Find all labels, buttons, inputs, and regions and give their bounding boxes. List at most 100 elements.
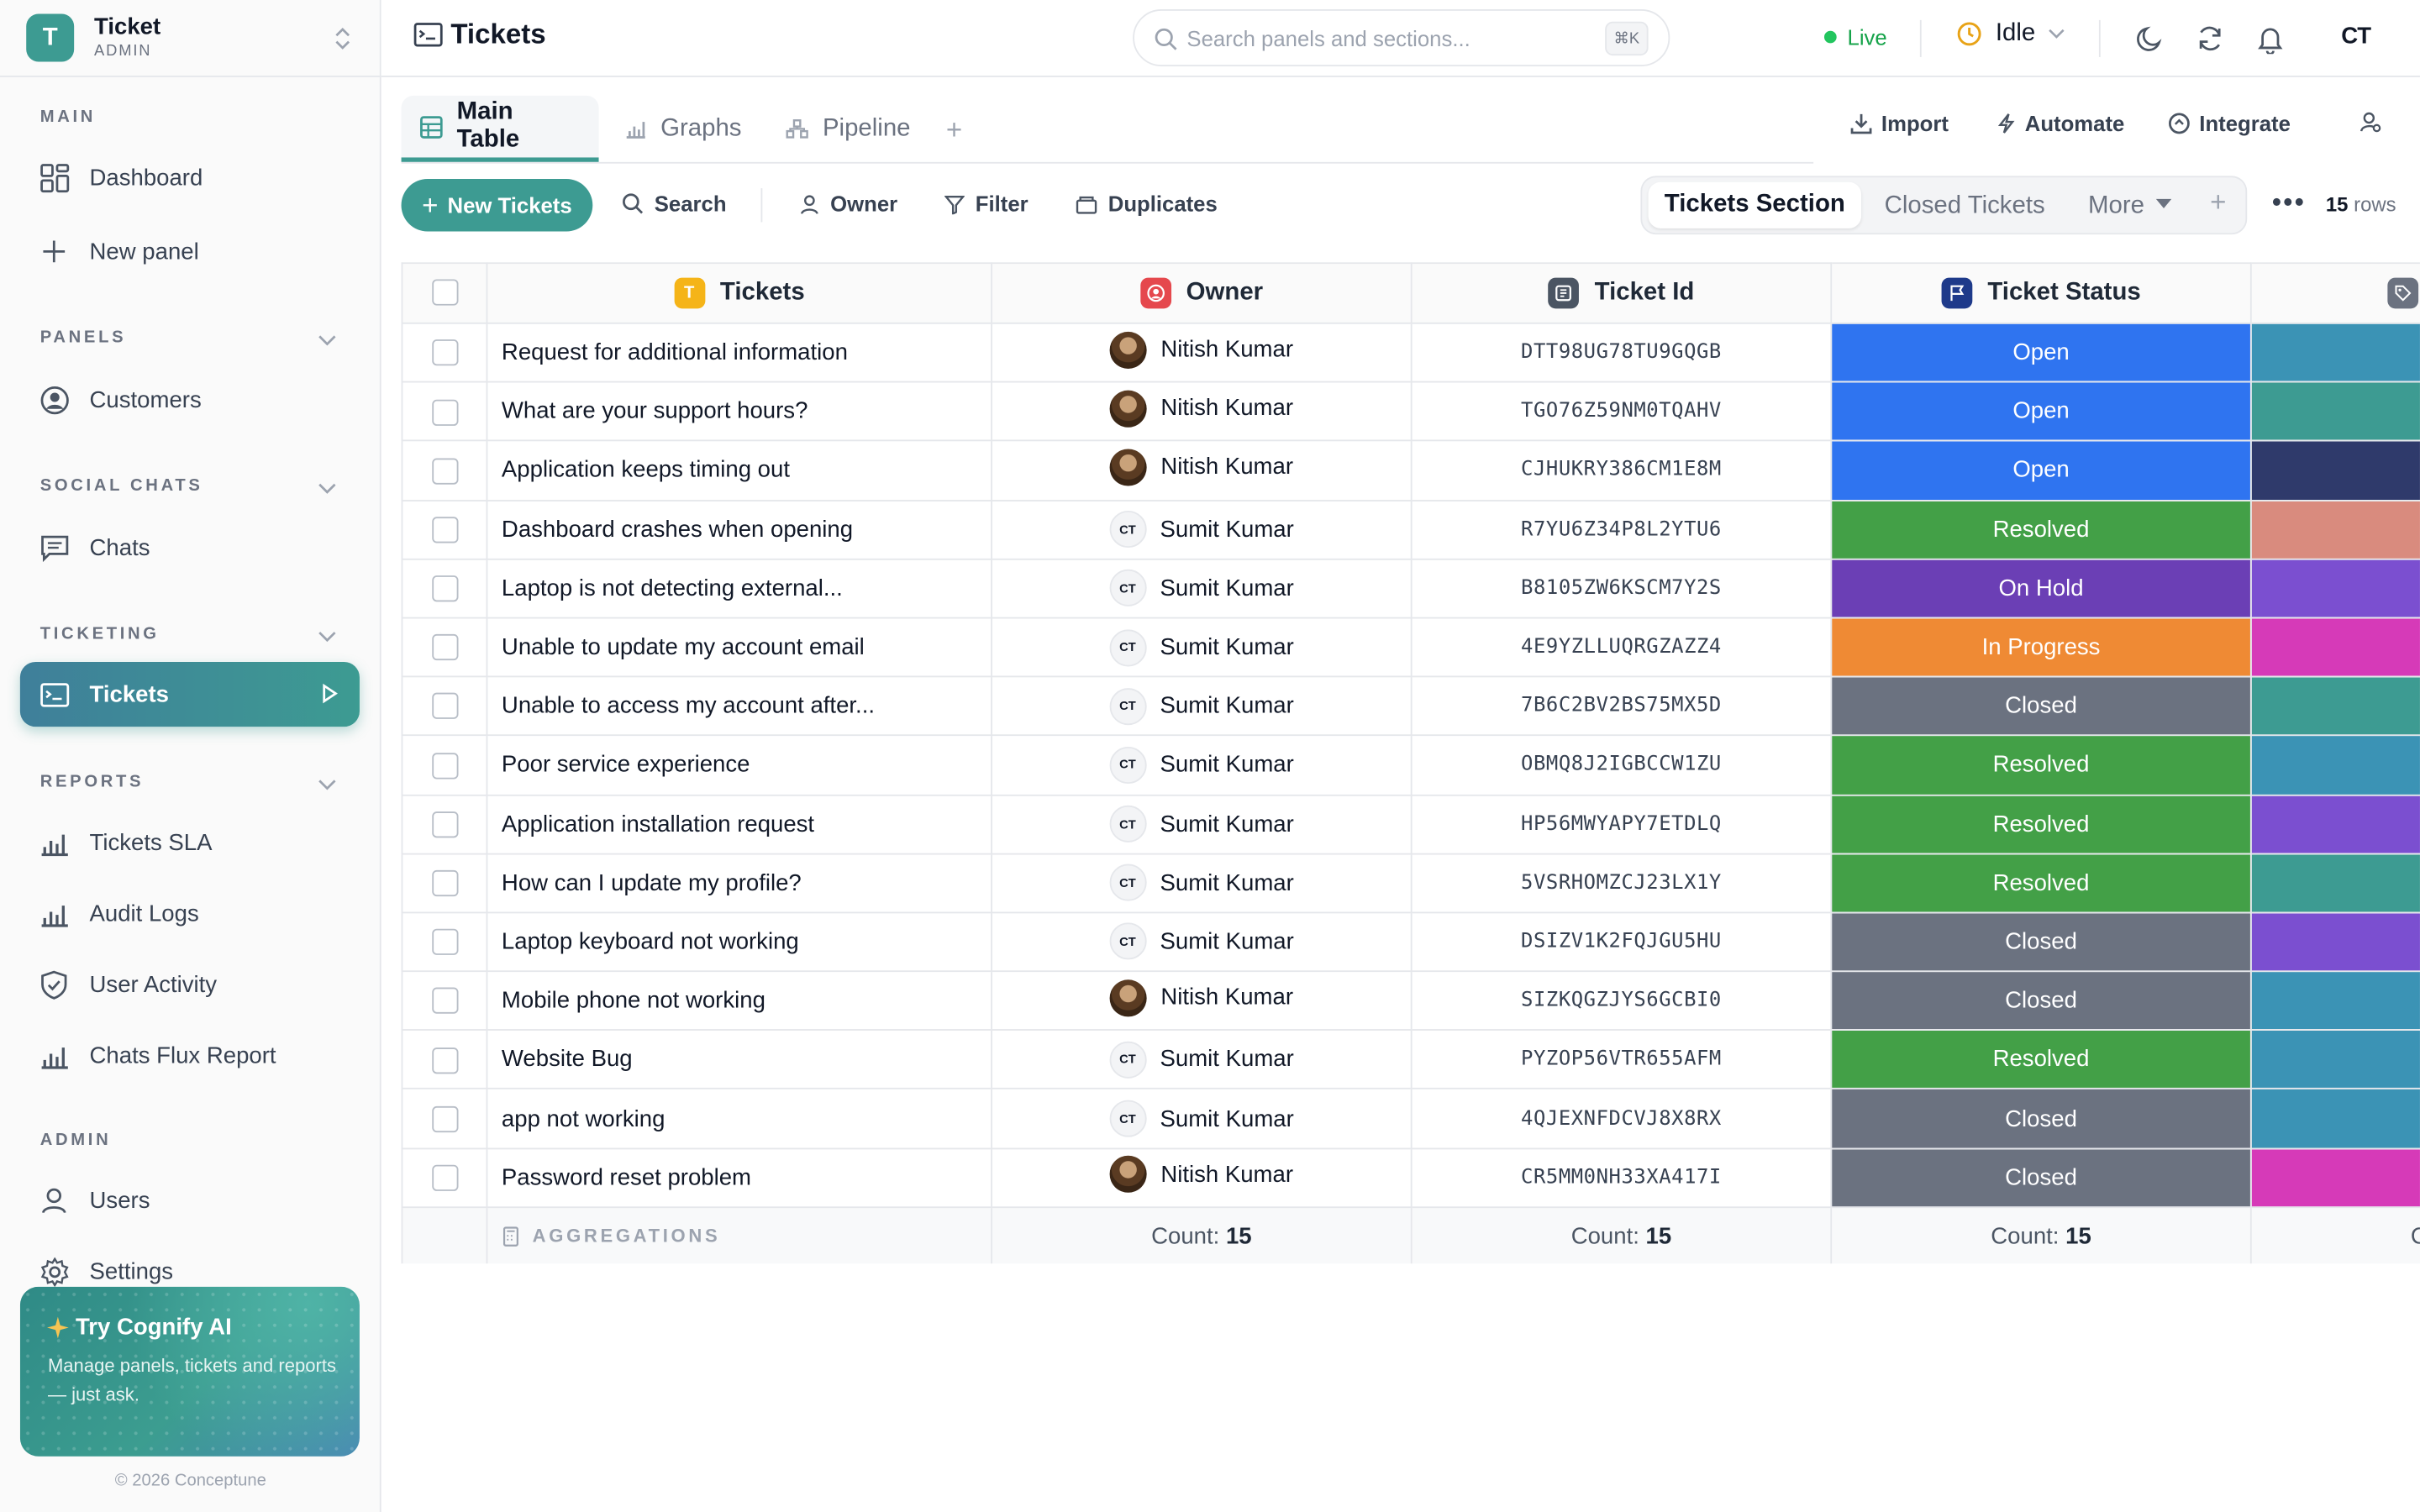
table-row[interactable]: What are your support hours? Nitish Kumar…	[401, 381, 2420, 442]
status-count-cell[interactable]: Count: 15	[1830, 1205, 2252, 1264]
column-header-category[interactable]	[2249, 262, 2420, 324]
category-cell[interactable]: S	[2249, 440, 2420, 501]
ticket-title-cell[interactable]: Request for additional information	[486, 322, 992, 383]
tab-pipeline[interactable]: Pipeline	[767, 96, 929, 162]
ticket-title-cell[interactable]: Application installation request	[486, 793, 992, 854]
ticket-id-cell[interactable]: 7B6C2BV2BS75MX5D	[1410, 675, 1833, 737]
category-cell[interactable]: Bu	[2249, 499, 2420, 560]
table-row[interactable]: Laptop keyboard not working CT Sumit Kumar…	[401, 911, 2420, 973]
owner-cell[interactable]: Nitish Kumar	[991, 970, 1413, 1032]
status-cell[interactable]: Closed	[1830, 1088, 2252, 1149]
status-cell[interactable]: Resolved	[1830, 853, 2252, 914]
category-cell[interactable]: H	[2249, 793, 2420, 854]
more-options-icon[interactable]: •••	[2271, 186, 2306, 218]
ticket-id-cell[interactable]: TGO76Z59NM0TQAHV	[1410, 381, 1833, 442]
category-cell[interactable]	[2249, 970, 2420, 1032]
status-cell[interactable]: Closed	[1830, 675, 2252, 737]
owner-cell[interactable]: CT Sumit Kumar	[991, 558, 1413, 619]
ticket-title-cell[interactable]: What are your support hours?	[486, 381, 992, 442]
moon-icon[interactable]	[2134, 24, 2165, 55]
global-search[interactable]: ⌘K	[1133, 9, 1670, 66]
ticket-id-cell[interactable]: 5VSRHOMZCJ23LX1Y	[1410, 853, 1833, 914]
row-checkbox[interactable]	[431, 869, 458, 897]
import-button[interactable]: Import	[1850, 111, 1949, 136]
owner-filter-button[interactable]: Owner	[799, 192, 897, 216]
share-users-button[interactable]	[2360, 111, 2391, 133]
filter-button[interactable]: Filter	[944, 192, 1028, 216]
owner-cell[interactable]: Nitish Kumar	[991, 322, 1413, 383]
category-cell[interactable]: A	[2249, 617, 2420, 678]
sidebar-item-chats[interactable]: Chats	[20, 515, 360, 580]
category-cell[interactable]: A	[2249, 1147, 2420, 1208]
status-cell[interactable]: On Hold	[1830, 558, 2252, 619]
row-checkbox[interactable]	[431, 752, 458, 779]
table-row[interactable]: Poor service experience CT Sumit Kumar OBMQ…	[401, 734, 2420, 795]
row-checkbox[interactable]	[431, 811, 458, 838]
ticket-id-cell[interactable]: DTT98UG78TU9GQGB	[1410, 322, 1833, 383]
row-checkbox[interactable]	[431, 1164, 458, 1191]
sidebar-item-tickets[interactable]: Tickets	[19, 661, 360, 727]
owner-cell[interactable]: Nitish Kumar	[991, 381, 1413, 442]
status-cell[interactable]: Open	[1830, 381, 2252, 442]
duplicates-button[interactable]: Duplicates	[1076, 192, 1218, 216]
owner-cell[interactable]: Nitish Kumar	[991, 440, 1413, 501]
category-cell[interactable]: Gen	[2249, 675, 2420, 737]
row-checkbox[interactable]	[431, 339, 458, 366]
owner-cell[interactable]: CT Sumit Kumar	[991, 617, 1413, 678]
status-cell[interactable]: Open	[1830, 322, 2252, 383]
view-more-dropdown[interactable]: More	[2088, 192, 2145, 219]
status-cell[interactable]: Open	[1830, 440, 2252, 501]
chevron-down-icon[interactable]	[317, 328, 339, 350]
ticket-id-cell[interactable]: CR5MM0NH33XA417I	[1410, 1147, 1833, 1208]
owner-cell[interactable]: CT Sumit Kumar	[991, 499, 1413, 560]
owner-count-cell[interactable]: Count: 15	[991, 1205, 1413, 1264]
row-checkbox[interactable]	[431, 988, 458, 1015]
sidebar-item-new-panel[interactable]: New panel	[20, 219, 360, 284]
ticket-title-cell[interactable]: Application keeps timing out	[486, 440, 992, 501]
category-cell[interactable]: H	[2249, 911, 2420, 973]
ticket-id-cell[interactable]: DSIZV1K2FQJGU5HU	[1410, 911, 1833, 973]
row-checkbox[interactable]	[431, 398, 458, 426]
table-row[interactable]: Laptop is not detecting external... CT Sum…	[401, 558, 2420, 619]
status-cell[interactable]: Resolved	[1830, 793, 2252, 854]
category-cell[interactable]	[2249, 1029, 2420, 1090]
ticket-title-cell[interactable]: Dashboard crashes when opening	[486, 499, 992, 560]
view-closed-tickets[interactable]: Closed Tickets	[1884, 192, 2045, 219]
row-checkbox[interactable]	[431, 517, 458, 543]
table-row[interactable]: Mobile phone not working Nitish Kumar SIZK…	[401, 970, 2420, 1032]
chevron-down-icon[interactable]	[317, 625, 339, 647]
sidebar-item-audit-logs[interactable]: Audit Logs	[20, 881, 360, 946]
row-checkbox[interactable]	[431, 1047, 458, 1074]
owner-cell[interactable]: CT Sumit Kumar	[991, 853, 1413, 914]
automate-button[interactable]: Automate	[1997, 111, 2124, 136]
ticket-title-cell[interactable]: Unable to access my account after...	[486, 675, 992, 737]
row-checkbox[interactable]	[431, 929, 458, 956]
add-tab-button[interactable]: +	[945, 113, 963, 145]
table-row[interactable]: Request for additional information Nitish…	[401, 322, 2420, 383]
ai-promo-card[interactable]: Try Cognify AI Manage panels, tickets an…	[19, 1286, 360, 1457]
ticket-title-cell[interactable]: Unable to update my account email	[486, 617, 992, 678]
status-cell[interactable]: In Progress	[1830, 617, 2252, 678]
user-avatar[interactable]: CT	[2341, 23, 2371, 50]
ticket-id-cell[interactable]: OBMQ8J2IGBCCW1ZU	[1410, 734, 1833, 795]
chevron-down-icon[interactable]	[317, 773, 339, 795]
search-input[interactable]	[1186, 23, 1588, 55]
row-checkbox[interactable]	[431, 1105, 458, 1132]
integrate-button[interactable]: Integrate	[2169, 111, 2291, 136]
search-button[interactable]: Search	[622, 192, 727, 216]
ticket-title-cell[interactable]: Laptop is not detecting external...	[486, 558, 992, 619]
ticket-id-cell[interactable]: SIZKQGZJYS6GCBI0	[1410, 970, 1833, 1032]
id-count-cell[interactable]: Count: 15	[1410, 1205, 1833, 1264]
ticket-title-cell[interactable]: Password reset problem	[486, 1147, 992, 1208]
row-checkbox[interactable]	[431, 458, 458, 485]
ticket-id-cell[interactable]: CJHUKRY386CM1E8M	[1410, 440, 1833, 501]
select-all-checkbox[interactable]	[431, 279, 458, 307]
status-cell[interactable]: Resolved	[1830, 734, 2252, 795]
owner-cell[interactable]: CT Sumit Kumar	[991, 1029, 1413, 1090]
tab-main-table[interactable]: Main Table	[401, 95, 599, 162]
row-checkbox[interactable]	[431, 634, 458, 661]
sidebar-item-customers[interactable]: Customers	[20, 367, 360, 432]
owner-cell[interactable]: CT Sumit Kumar	[991, 793, 1413, 854]
owner-cell[interactable]: CT Sumit Kumar	[991, 1088, 1413, 1149]
column-header-ticket-status[interactable]: Ticket Status	[1830, 262, 2252, 324]
